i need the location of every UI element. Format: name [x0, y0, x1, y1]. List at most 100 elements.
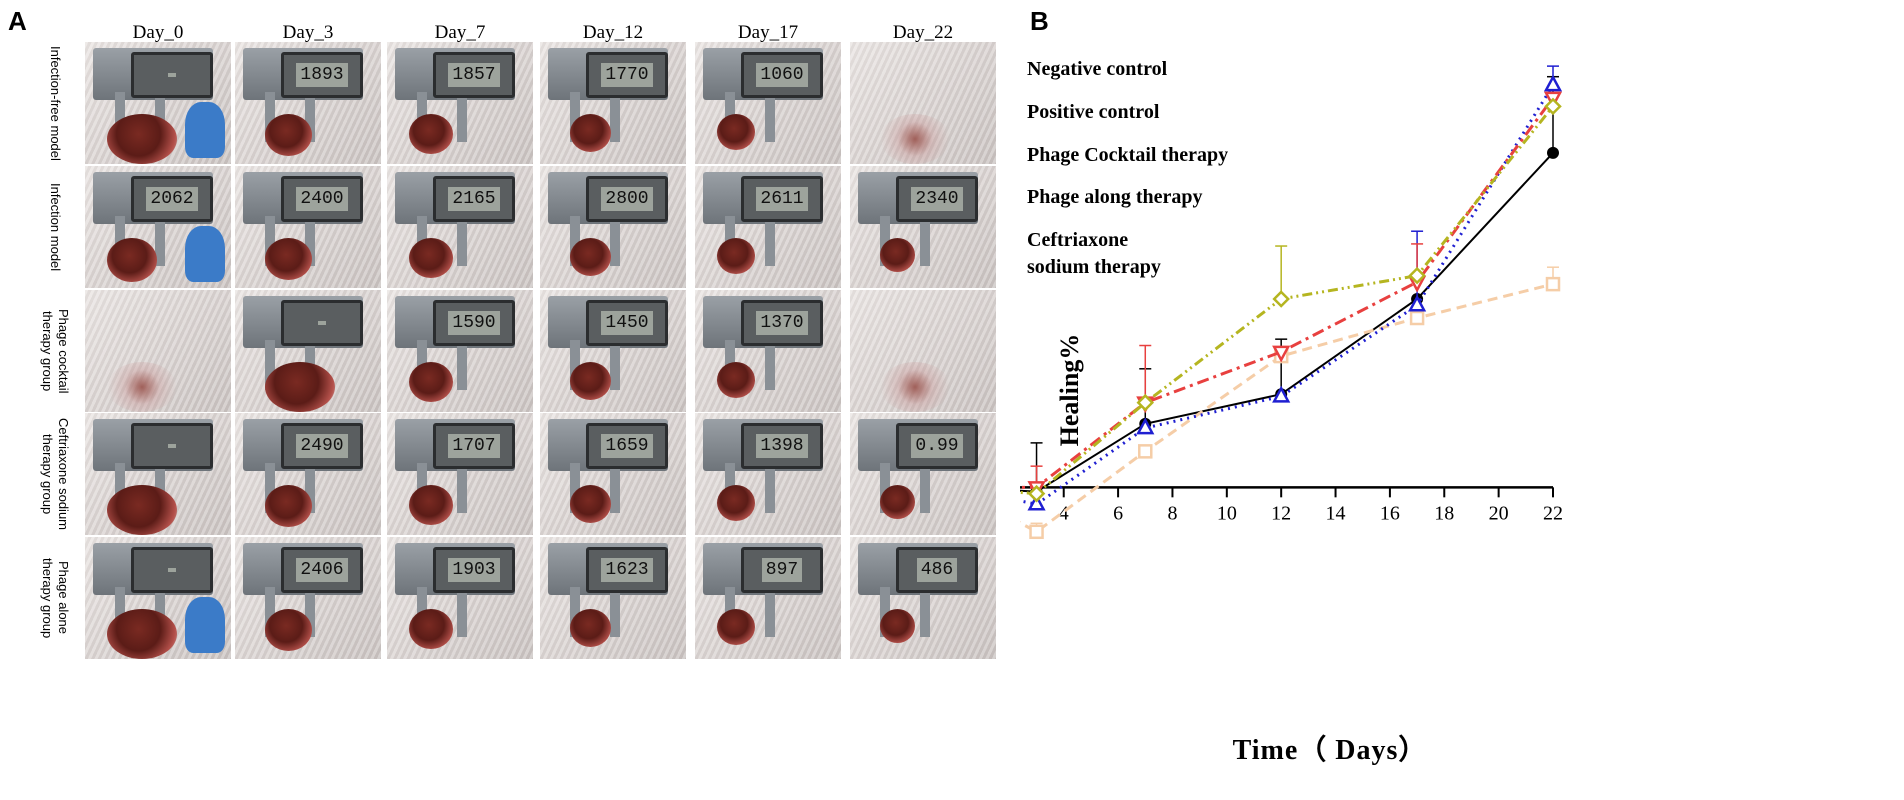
caliper-display: 1450	[586, 300, 668, 346]
caliper-jaw	[115, 587, 125, 637]
caliper-display: 2400	[281, 176, 363, 222]
x-tick-label: 22	[1543, 502, 1563, 524]
caliper-reading: 1398	[756, 434, 808, 458]
wound-icon	[107, 362, 177, 412]
caliper-display: 2490	[281, 423, 363, 469]
y-axis-title: Healing%	[1055, 333, 1084, 447]
caliper-jaw	[457, 587, 467, 637]
data-point	[1027, 484, 1046, 503]
caliper-jaw	[570, 587, 580, 637]
wound-photo: 1707	[387, 413, 533, 535]
caliper-display: 2800	[586, 176, 668, 222]
caliper-display: 2340	[896, 176, 978, 222]
caliper-jaw	[305, 92, 315, 142]
legend-label: Phage Cocktail therapy	[1027, 144, 1229, 166]
caliper-display: 1060	[741, 52, 823, 98]
caliper-display	[131, 547, 213, 593]
wound-photo: 1903	[387, 537, 533, 659]
wound-photo	[235, 290, 381, 412]
data-point	[1543, 74, 1563, 92]
series-line	[1020, 152, 1554, 493]
caliper-display: 1857	[433, 52, 515, 98]
data-point	[1272, 290, 1290, 308]
wound-icon	[409, 362, 453, 402]
wound-icon	[265, 114, 312, 156]
wound-photo	[85, 537, 231, 659]
wound-photo: 2611	[695, 166, 841, 288]
row-label: Ceftriaxone sodium therapy group	[30, 413, 80, 535]
caliper-jaw	[265, 463, 275, 513]
caliper-jaw	[765, 463, 775, 513]
caliper-display: 2165	[433, 176, 515, 222]
caliper-display: 1623	[586, 547, 668, 593]
wound-icon	[265, 362, 335, 412]
caliper-reading: 897	[761, 558, 803, 582]
caliper-jaw	[570, 92, 580, 142]
caliper-reading	[168, 568, 176, 572]
row-label-text: Phage alone therapy group	[40, 557, 71, 639]
data-point	[1138, 444, 1153, 459]
wound-photo: 2400	[235, 166, 381, 288]
wound-icon	[107, 485, 177, 535]
wound-photo	[850, 290, 996, 412]
caliper-jaw	[570, 463, 580, 513]
caliper-reading: 1903	[448, 558, 500, 582]
wound-icon	[570, 238, 611, 276]
caliper-jaw	[115, 92, 125, 142]
wound-icon	[265, 238, 312, 280]
wound-photo: 1857	[387, 42, 533, 164]
caliper-display: 1590	[433, 300, 515, 346]
day-label: Day_0	[132, 22, 184, 43]
caliper-jaw	[457, 463, 467, 513]
caliper-reading	[318, 321, 326, 325]
row-label: Infection model	[30, 166, 80, 288]
wound-photo	[85, 290, 231, 412]
healing-chart: -20-100102030405060708090100246810121416…	[1020, 65, 1563, 540]
data-point	[1407, 294, 1427, 312]
wound-photo	[85, 42, 231, 164]
caliper-reading: 2165	[448, 187, 500, 211]
wound-photo: 2165	[387, 166, 533, 288]
wound-icon	[880, 238, 915, 272]
row-label-text: Phage cocktail therapy group	[40, 308, 71, 394]
x-tick-label: 18	[1434, 502, 1454, 524]
wound-icon	[880, 485, 915, 519]
x-tick-label: 4	[1059, 502, 1069, 524]
caliper-reading: 2800	[601, 187, 653, 211]
wound-icon	[409, 238, 453, 278]
data-point	[1547, 146, 1559, 159]
caliper-jaw	[570, 340, 580, 390]
wound-icon	[265, 609, 312, 651]
caliper-jaw	[155, 216, 165, 266]
legend-label: Positive control	[1027, 101, 1160, 123]
panel-b: -20-100102030405060708090100246810121416…	[1020, 0, 1904, 800]
wound-icon	[717, 485, 755, 521]
caliper-jaw	[880, 216, 890, 266]
wound-photo: 1623	[540, 537, 686, 659]
caliper-display: 486	[896, 547, 978, 593]
x-tick-label: 6	[1113, 502, 1123, 524]
caliper-reading	[168, 444, 176, 448]
caliper-jaw	[610, 587, 620, 637]
caliper-jaw	[570, 216, 580, 266]
caliper-jaw	[920, 216, 930, 266]
x-axis-title: Time（ Days）	[1232, 735, 1428, 766]
caliper-jaw	[265, 216, 275, 266]
x-tick-label: 14	[1326, 502, 1346, 524]
caliper-display: 1370	[741, 300, 823, 346]
x-tick-label: 20	[1489, 502, 1509, 524]
caliper-display: 1659	[586, 423, 668, 469]
wound-icon	[409, 609, 453, 649]
caliper-jaw	[610, 340, 620, 390]
caliper-jaw	[765, 587, 775, 637]
caliper-jaw	[265, 92, 275, 142]
wound-photo: 486	[850, 537, 996, 659]
wound-icon	[717, 609, 755, 645]
caliper-jaw	[457, 216, 467, 266]
data-point	[1272, 385, 1291, 403]
caliper-jaw	[765, 216, 775, 266]
x-tick-label: 16	[1380, 502, 1400, 524]
caliper-display: 2611	[741, 176, 823, 222]
caliper-reading: 2611	[756, 187, 808, 211]
row-label-text: Ceftriaxone sodium therapy group	[40, 418, 71, 530]
